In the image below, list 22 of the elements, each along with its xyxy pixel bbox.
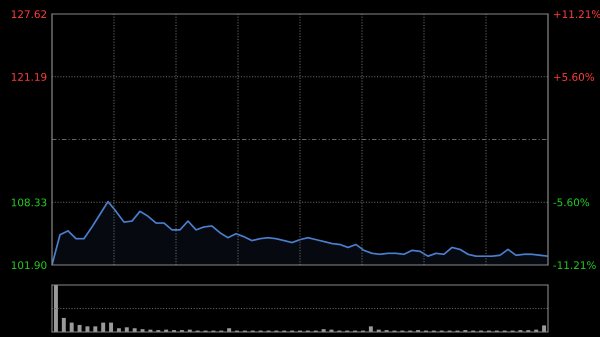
bar (227, 328, 232, 332)
y2-tick-label: +5.60% (554, 73, 594, 81)
bar (109, 322, 114, 332)
bar (93, 326, 98, 332)
bar (70, 322, 74, 332)
y-tick-label: 121.19 (12, 72, 46, 81)
y-tick-label: 101.90 (12, 261, 46, 270)
bar (62, 318, 66, 332)
y-tick-label: 108.33 (12, 198, 46, 206)
bar (542, 325, 546, 332)
bar (78, 324, 82, 332)
bar (116, 328, 121, 332)
bar (132, 328, 137, 332)
y2-tick-label: -5.60% (553, 198, 590, 206)
bar (322, 329, 326, 332)
bar (101, 322, 106, 332)
bar (54, 285, 58, 332)
bar (85, 326, 90, 332)
y-tick-label: 127.62 (12, 10, 46, 18)
bar (368, 326, 373, 332)
bar (140, 329, 145, 332)
y2-tick-label: -11.21% (553, 261, 596, 270)
